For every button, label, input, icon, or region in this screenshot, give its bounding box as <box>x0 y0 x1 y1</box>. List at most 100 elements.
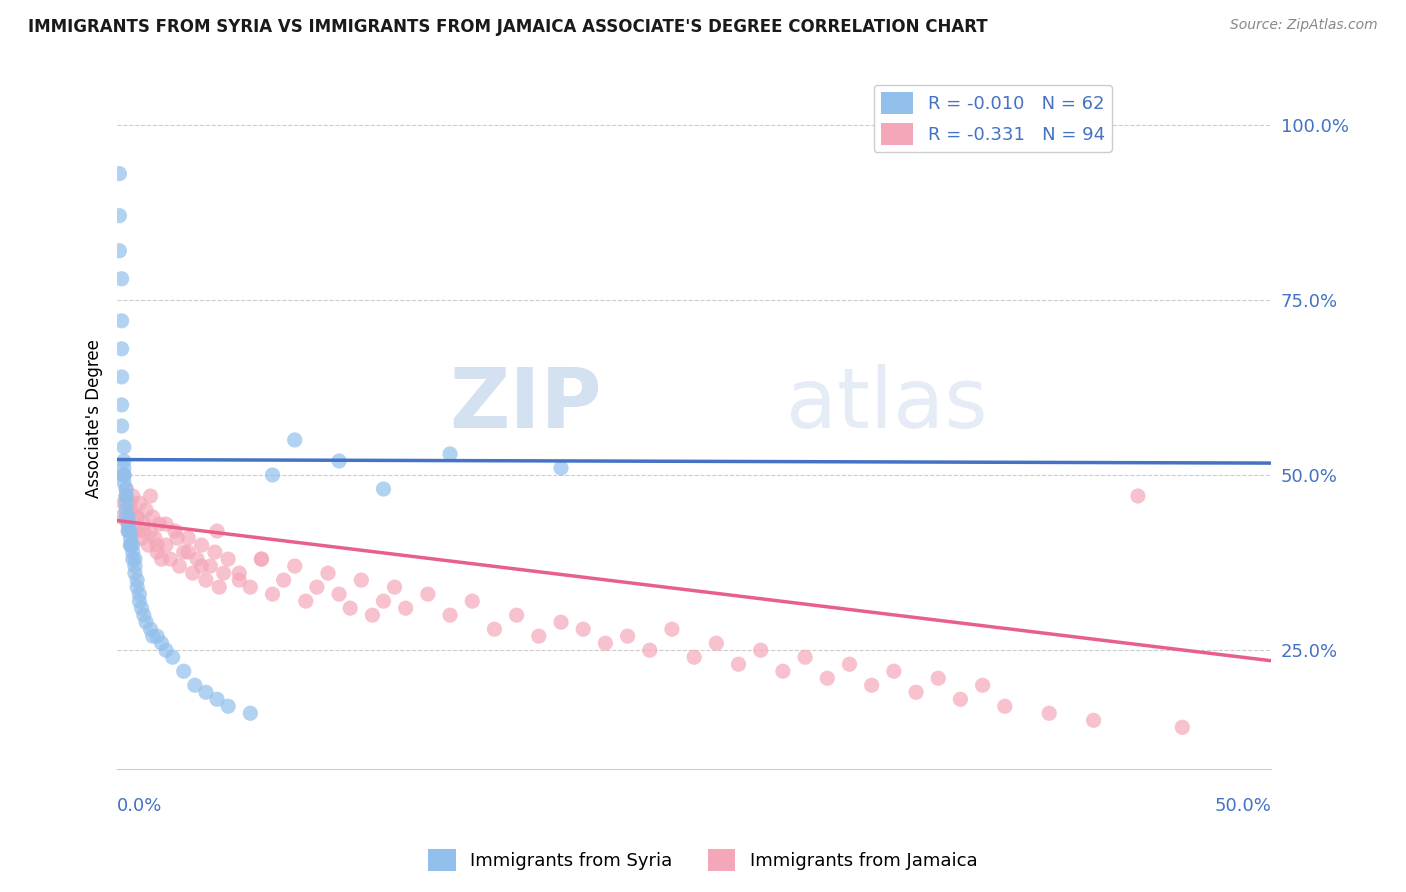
Point <box>373 482 395 496</box>
Point <box>120 538 142 552</box>
Point <box>262 468 284 483</box>
Point <box>527 629 550 643</box>
Point <box>112 475 135 489</box>
Point <box>239 580 262 594</box>
Point <box>595 636 617 650</box>
Point <box>132 524 155 538</box>
Point <box>572 622 595 636</box>
Point <box>108 209 131 223</box>
Point <box>200 559 222 574</box>
Point <box>328 587 350 601</box>
Point <box>120 538 142 552</box>
Point <box>112 496 135 510</box>
Point <box>150 636 173 650</box>
Point <box>120 531 142 545</box>
Point <box>166 531 188 545</box>
Point <box>339 601 361 615</box>
Point <box>194 685 217 699</box>
Point <box>212 566 235 581</box>
Point <box>115 510 138 524</box>
Point <box>115 482 138 496</box>
Point <box>139 489 162 503</box>
Point <box>115 503 138 517</box>
Point <box>111 510 134 524</box>
Point <box>115 489 138 503</box>
Y-axis label: Associate's Degree: Associate's Degree <box>86 340 103 499</box>
Point <box>124 524 146 538</box>
Point <box>194 573 217 587</box>
Point <box>124 566 146 581</box>
Point <box>316 566 339 581</box>
Point <box>121 538 143 552</box>
Point <box>704 636 727 650</box>
Point <box>550 461 572 475</box>
Point <box>177 531 200 545</box>
Point <box>132 608 155 623</box>
Point <box>228 566 250 581</box>
Point <box>461 594 484 608</box>
Point <box>120 524 142 538</box>
Point <box>127 580 149 594</box>
Point <box>127 573 149 587</box>
Point <box>972 678 994 692</box>
Point <box>883 665 905 679</box>
Point <box>838 657 860 672</box>
Point <box>217 699 239 714</box>
Point <box>117 524 139 538</box>
Point <box>148 517 170 532</box>
Point <box>1171 720 1194 734</box>
Point <box>136 538 159 552</box>
Point <box>142 510 165 524</box>
Point <box>328 454 350 468</box>
Point <box>169 559 191 574</box>
Point <box>120 496 142 510</box>
Point <box>1083 714 1105 728</box>
Point <box>112 468 135 483</box>
Point <box>120 503 142 517</box>
Point <box>927 671 949 685</box>
Point <box>1038 706 1060 721</box>
Point <box>121 489 143 503</box>
Point <box>111 370 134 384</box>
Point <box>262 587 284 601</box>
Text: atlas: atlas <box>786 365 988 445</box>
Text: 0.0%: 0.0% <box>117 797 163 815</box>
Text: IMMIGRANTS FROM SYRIA VS IMMIGRANTS FROM JAMAICA ASSOCIATE'S DEGREE CORRELATION : IMMIGRANTS FROM SYRIA VS IMMIGRANTS FROM… <box>28 18 988 36</box>
Point <box>146 629 169 643</box>
Point <box>683 650 706 665</box>
Point <box>139 524 162 538</box>
Point <box>284 433 307 447</box>
Point <box>131 601 153 615</box>
Point <box>117 517 139 532</box>
Point <box>143 531 166 545</box>
Point <box>373 594 395 608</box>
Point <box>284 559 307 574</box>
Point <box>111 314 134 328</box>
Point <box>190 538 212 552</box>
Point <box>416 587 439 601</box>
Point <box>295 594 318 608</box>
Point <box>117 517 139 532</box>
Point <box>127 510 149 524</box>
Point <box>146 545 169 559</box>
Point <box>815 671 838 685</box>
Point <box>994 699 1017 714</box>
Point <box>190 559 212 574</box>
Point <box>217 552 239 566</box>
Point <box>163 524 186 538</box>
Point <box>205 524 228 538</box>
Text: ZIP: ZIP <box>450 365 602 445</box>
Point <box>228 573 250 587</box>
Point <box>350 573 373 587</box>
Point <box>146 538 169 552</box>
Point <box>186 552 208 566</box>
Point <box>173 665 195 679</box>
Point <box>1126 489 1149 503</box>
Point <box>550 615 572 630</box>
Point <box>111 398 134 412</box>
Point <box>108 244 131 258</box>
Point <box>115 482 138 496</box>
Point <box>139 622 162 636</box>
Point <box>117 510 139 524</box>
Point <box>162 650 184 665</box>
